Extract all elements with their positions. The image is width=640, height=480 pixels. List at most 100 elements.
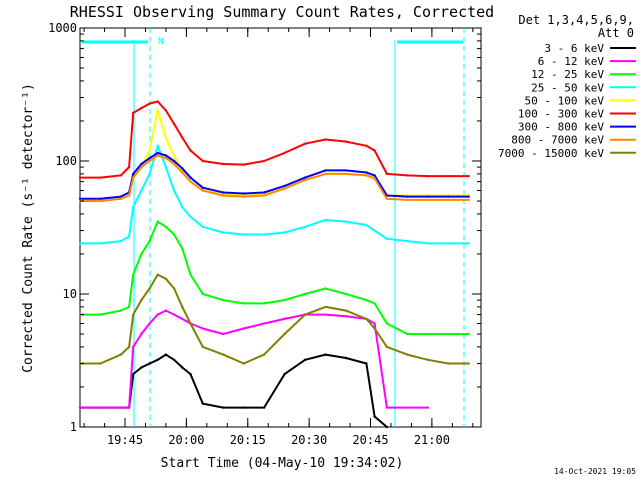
series-point (373, 149, 376, 152)
series-point (201, 186, 204, 189)
series-point (181, 167, 184, 170)
series-point (164, 309, 168, 312)
series-point (140, 106, 143, 110)
series-point (132, 176, 135, 179)
series-point (344, 356, 348, 360)
series-point (303, 313, 307, 316)
series-point (447, 332, 450, 336)
series-point (324, 305, 327, 309)
series-point (365, 298, 368, 302)
x-axis-label: Start Time (04-May-10 19:34:02) (161, 456, 404, 471)
series-point (140, 189, 143, 192)
series-point (140, 332, 143, 336)
series-point (365, 144, 368, 147)
series-point (385, 406, 389, 409)
series-point (344, 172, 348, 176)
series-point (172, 154, 176, 157)
series-point (426, 195, 429, 198)
series-point (222, 332, 225, 336)
series-point (164, 225, 168, 228)
series-point (373, 415, 376, 418)
series-point (156, 313, 159, 316)
series-point (467, 332, 470, 336)
series-point (447, 362, 450, 365)
x-tick-label: 20:00 (168, 433, 204, 447)
series-point (132, 172, 135, 176)
series-point (467, 195, 470, 198)
series-point (385, 322, 389, 325)
series-point (242, 406, 245, 409)
x-tick-label: 20:15 (230, 433, 266, 447)
plot-frame (79, 27, 482, 428)
series-point (262, 233, 266, 236)
series-point (222, 353, 225, 356)
series-point (324, 172, 327, 176)
series-point (406, 353, 409, 356)
series-point (127, 235, 131, 238)
series-point (201, 189, 204, 192)
series-point (385, 237, 389, 240)
series-point (344, 292, 348, 296)
attenuator-markers: N (82, 28, 465, 427)
series-point (78, 242, 82, 245)
series-point (164, 157, 168, 160)
series-point (189, 176, 192, 179)
series-point (127, 165, 131, 169)
series-point (303, 358, 307, 361)
legend-label: 300 - 800 keV (518, 121, 604, 134)
series-point (148, 362, 151, 365)
series-point (385, 345, 389, 349)
plot-area: N 19:45 20:00 20:15 20:30 20:45 21:00 1101001… (48, 21, 482, 447)
series-point (283, 332, 286, 336)
series-point (242, 327, 245, 330)
legend-label: 50 - 100 keV (525, 94, 605, 107)
series-point (426, 242, 429, 245)
series-point (172, 313, 176, 316)
series-point (262, 302, 266, 305)
series-point (283, 317, 286, 321)
series-point (262, 191, 266, 194)
series-point (140, 162, 143, 166)
series-point (99, 199, 102, 203)
series-point (172, 358, 176, 361)
series-point (164, 353, 168, 356)
series-point (447, 195, 450, 198)
series-point (156, 151, 159, 155)
series-point (189, 180, 192, 183)
series-point (99, 197, 102, 200)
series-point (426, 332, 429, 336)
series-point (426, 358, 429, 361)
series-point (344, 315, 348, 318)
series-point (385, 197, 389, 200)
series-point (132, 345, 135, 349)
series-point (172, 189, 176, 192)
series-point (181, 317, 184, 321)
series-point (156, 100, 159, 103)
legend-label: 100 - 300 keV (518, 108, 604, 121)
series-point (172, 287, 176, 290)
series-point (242, 302, 245, 305)
x-tick-label: 20:45 (352, 433, 388, 447)
series-point (119, 239, 123, 243)
y-tick-label: 1 (70, 420, 77, 434)
series-point (132, 111, 135, 115)
series-point (406, 332, 409, 336)
series-point (373, 177, 376, 180)
series-point (189, 273, 192, 276)
series-point (99, 362, 102, 365)
series-point (324, 218, 327, 222)
series-point (127, 194, 131, 197)
series-point (373, 327, 376, 330)
series-point (119, 197, 123, 200)
series-point (222, 194, 225, 197)
series-point (242, 195, 245, 198)
series-point (140, 366, 143, 369)
series-point (373, 229, 376, 232)
series-point (156, 220, 159, 223)
series-point (344, 169, 348, 172)
series-point (447, 198, 450, 202)
series-point (262, 353, 266, 356)
series-point (303, 292, 307, 296)
